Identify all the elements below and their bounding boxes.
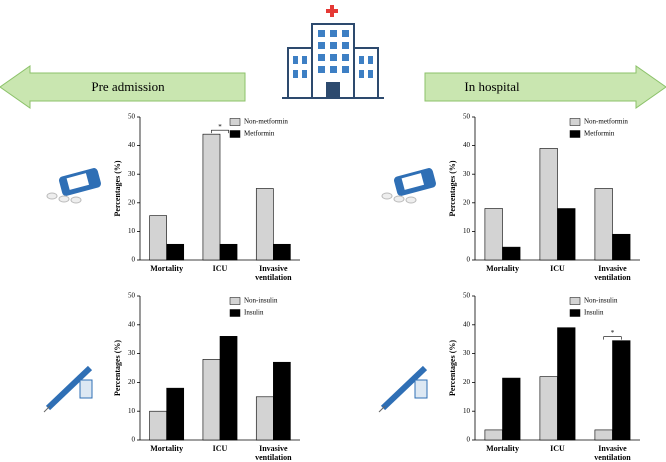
legend-label: Insulin (584, 309, 604, 317)
significance-bracket (211, 129, 229, 134)
pill-bottle-icon (46, 168, 102, 204)
y-tick-label: 20 (128, 378, 136, 386)
bar (502, 246, 521, 261)
y-tick-label: 40 (128, 141, 136, 149)
legend-swatch (569, 297, 581, 305)
x-tick-label: ICU (550, 444, 565, 453)
bar (202, 133, 221, 261)
y-tick-label: 0 (467, 436, 471, 444)
left-arrow (0, 65, 246, 109)
y-tick-label: 50 (463, 292, 471, 300)
x-tick-label: Invasive ventilation (255, 444, 292, 462)
y-tick-label: 50 (463, 113, 471, 121)
y-tick-label: 0 (467, 256, 471, 264)
y-tick-label: 30 (128, 349, 136, 357)
y-tick-label: 20 (463, 198, 471, 206)
x-tick-label: ICU (212, 444, 228, 453)
y-tick-label: 10 (463, 227, 471, 235)
bar (219, 243, 238, 261)
legend-label: Insulin (244, 309, 264, 317)
legend-label: Non-insulin (584, 297, 618, 305)
bar (557, 208, 576, 261)
x-tick-label: ICU (550, 264, 565, 273)
y-tick-label: 30 (128, 170, 136, 178)
y-tick-label: 50 (128, 292, 136, 300)
pill-bottle-icon (381, 168, 437, 204)
legend-label: Non-insulin (244, 297, 278, 305)
bar (255, 188, 274, 261)
legend-swatch (229, 118, 241, 126)
significance-mark: * (218, 123, 222, 131)
bar (502, 377, 521, 441)
y-tick-label: 30 (463, 170, 471, 178)
legend-swatch (569, 118, 581, 126)
bar (484, 429, 503, 441)
y-tick-label: 10 (128, 407, 136, 415)
legend-label: Non-metformin (584, 118, 628, 126)
legend-swatch (229, 309, 241, 317)
y-axis-label: Percentages (%) (448, 160, 457, 216)
y-axis-label: Percentages (%) (448, 340, 457, 396)
x-tick-label: Mortality (150, 444, 184, 453)
y-tick-label: 50 (128, 113, 136, 121)
y-tick-label: 10 (128, 227, 136, 235)
bar (594, 429, 613, 441)
bar (219, 336, 238, 441)
bar (612, 340, 631, 441)
x-tick-label: Invasive ventilation (594, 444, 631, 462)
bar (612, 233, 631, 261)
legend-label: Metformin (584, 130, 615, 138)
bar (539, 148, 558, 261)
legend-swatch (569, 130, 581, 138)
x-tick-label: Invasive ventilation (255, 264, 292, 282)
bar (557, 327, 576, 441)
y-tick-label: 40 (463, 141, 471, 149)
hospital-icon (282, 5, 384, 99)
x-tick-label: ICU (212, 264, 228, 273)
bar (594, 188, 613, 261)
significance-mark: * (611, 329, 615, 337)
x-tick-label: Mortality (486, 264, 519, 273)
y-axis-label: Percentages (%) (113, 340, 122, 396)
x-tick-label: Invasive ventilation (594, 264, 631, 282)
significance-bracket (603, 336, 622, 340)
bar (539, 376, 558, 441)
right-arrow (424, 65, 666, 109)
bar (273, 361, 291, 441)
y-tick-label: 10 (463, 407, 471, 415)
y-tick-label: 40 (463, 320, 471, 328)
legend-swatch (569, 309, 581, 317)
syringe-icon (378, 365, 428, 413)
x-tick-label: Mortality (486, 444, 519, 453)
syringe-icon (43, 365, 93, 413)
legend-swatch (229, 130, 241, 138)
bar (149, 410, 167, 441)
bar (484, 208, 503, 261)
y-tick-label: 20 (463, 378, 471, 386)
y-tick-label: 0 (132, 436, 136, 444)
y-axis-label: Percentages (%) (113, 160, 122, 216)
bar (255, 396, 274, 441)
bar (149, 215, 167, 261)
y-tick-label: 0 (132, 256, 136, 264)
y-tick-label: 20 (128, 198, 136, 206)
y-tick-label: 40 (128, 320, 136, 328)
arrow-label: In hospital (464, 79, 520, 94)
arrow-label: Pre admission (91, 79, 165, 94)
bar (202, 359, 221, 441)
legend-swatch (229, 297, 241, 305)
legend-label: Non-metformin (244, 118, 288, 126)
bar (273, 243, 291, 261)
legend-label: Metformin (244, 130, 275, 138)
y-tick-label: 30 (463, 349, 471, 357)
bar (166, 387, 185, 441)
bar (166, 243, 185, 261)
x-tick-label: Mortality (150, 264, 184, 273)
